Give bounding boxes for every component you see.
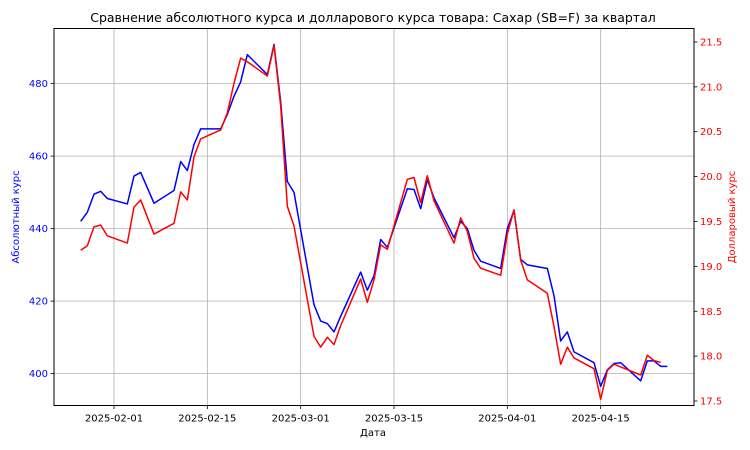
right-tick-label: 21.5	[700, 37, 722, 48]
x-tick-label: 2025-02-15	[178, 414, 236, 425]
x-tick-label: 2025-04-01	[478, 414, 536, 425]
right-tick-label: 18.0	[700, 352, 722, 363]
series-lines	[80, 43, 668, 400]
left-tick-label: 480	[29, 79, 48, 90]
x-tick-label: 2025-04-15	[572, 414, 630, 425]
right-tick-label: 19.0	[700, 262, 722, 273]
left-tick-label: 440	[29, 224, 48, 235]
left-axis-ticks: 400 420 440 460 480	[29, 79, 54, 380]
absolute-rate-line	[80, 43, 668, 388]
right-tick-label: 21.0	[700, 82, 722, 93]
grid	[54, 28, 694, 406]
dollar-rate-line	[80, 44, 661, 400]
right-tick-label: 20.0	[700, 172, 722, 183]
x-tick-label: 2025-02-01	[85, 414, 143, 425]
left-tick-label: 460	[29, 152, 48, 163]
left-tick-label: 420	[29, 297, 48, 308]
right-tick-label: 18.5	[700, 307, 722, 318]
chart-title: Сравнение абсолютного курса и долларовог…	[90, 10, 656, 25]
x-axis-ticks: 2025-02-01 2025-02-15 2025-03-01 2025-03-15…	[85, 405, 630, 425]
plot-frame	[53, 28, 695, 406]
right-axis-label: Долларовый курс	[727, 171, 738, 264]
right-tick-label: 17.5	[700, 397, 722, 408]
right-tick-label: 20.5	[700, 127, 722, 138]
left-tick-label: 400	[29, 369, 48, 380]
x-axis-label: Дата	[360, 428, 386, 439]
left-axis-label: Абсолютный курс	[11, 170, 22, 263]
x-tick-label: 2025-03-01	[272, 414, 330, 425]
x-tick-label: 2025-03-15	[365, 414, 423, 425]
right-axis-ticks: 17.5 18.0 18.5 19.0 19.5 20.0 20.5 21.0 21.5	[694, 37, 722, 408]
right-tick-label: 19.5	[700, 217, 722, 228]
